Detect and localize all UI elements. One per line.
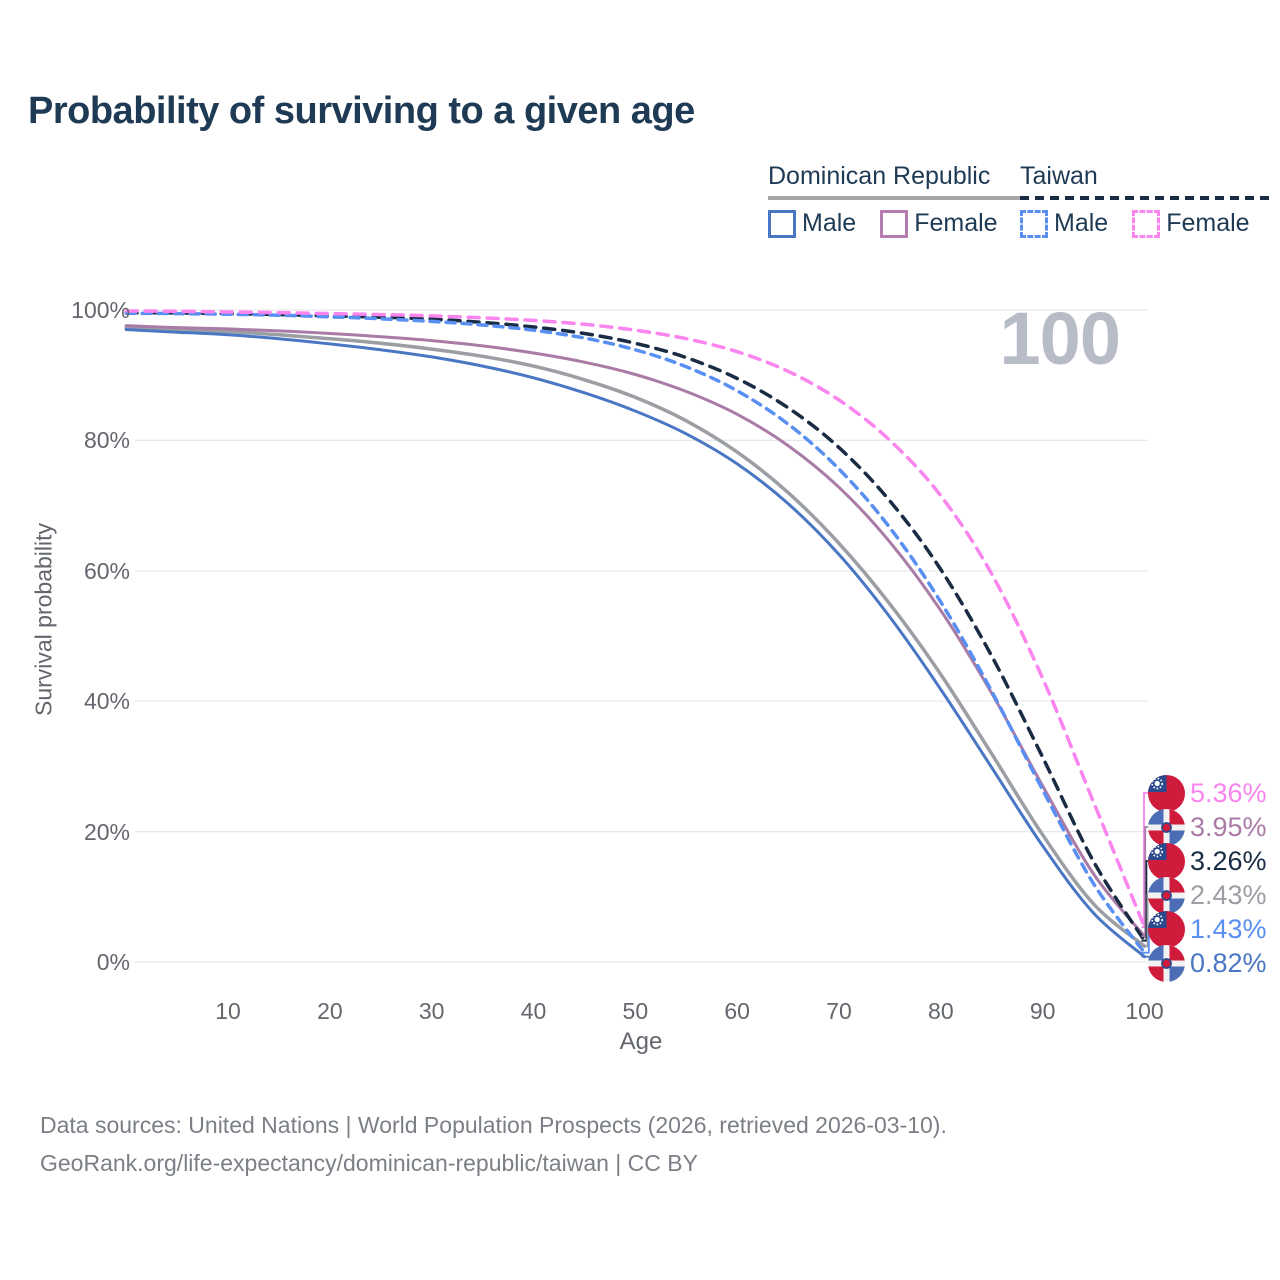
series-line-taiwan-both-sexes[interactable] — [124, 310, 1147, 943]
data-sources-text: Data sources: United Nations | World Pop… — [40, 1112, 947, 1138]
x-tick-label: 10 — [215, 998, 241, 1024]
dominican-republic-flag-icon — [1148, 944, 1185, 982]
end-label-dominican-republic-both-sexes[interactable]: 2.43% — [1148, 876, 1267, 914]
end-label-taiwan-both-sexes[interactable]: 3.26% — [1148, 842, 1267, 880]
dominican-republic-flag-icon — [1148, 876, 1185, 914]
dr-female-swatch-icon — [880, 209, 909, 238]
end-label-taiwan-female[interactable]: 5.36% — [1148, 774, 1267, 812]
taiwan-flag-icon — [1148, 842, 1185, 880]
legend-item-label: Male — [802, 209, 857, 237]
legend-item-dr-female[interactable]: Female — [880, 209, 998, 238]
solid-line-sample — [768, 196, 1022, 200]
series-line-taiwan-male[interactable] — [124, 311, 1147, 955]
end-label-value: 3.26% — [1190, 845, 1267, 876]
x-tick-label: 50 — [622, 998, 649, 1024]
end-label-taiwan-male[interactable]: 1.43% — [1148, 910, 1267, 948]
y-tick-label: 100% — [71, 297, 130, 323]
x-axis-title: Age — [619, 1028, 663, 1055]
end-label-value: 1.43% — [1190, 913, 1267, 944]
x-tick-label: 20 — [317, 998, 343, 1024]
taiwan-flag-icon — [1148, 910, 1185, 948]
legend-item-label: Female — [914, 209, 998, 237]
legend-group-title[interactable]: Dominican Republic — [768, 162, 991, 190]
x-tick-label: 60 — [724, 998, 750, 1024]
y-tick-label: 20% — [83, 818, 130, 845]
legend-group-title[interactable]: Taiwan — [1020, 162, 1098, 190]
series-line-taiwan-female[interactable] — [124, 309, 1147, 929]
series-line-dominican-republic-female[interactable] — [124, 324, 1146, 938]
dr-male-swatch-icon — [768, 209, 796, 238]
end-label-value: 2.43% — [1190, 879, 1267, 910]
y-tick-label: 0% — [96, 949, 130, 975]
legend-item-label: Female — [1166, 209, 1250, 237]
legend-item-tw-female[interactable]: Female — [1132, 209, 1250, 238]
tw-male-swatch-icon — [1020, 209, 1048, 238]
callout-connector — [1141, 792, 1151, 928]
legend-item-label: Male — [1054, 209, 1109, 237]
end-label-value: 3.95% — [1190, 811, 1267, 842]
legend-group-dominican-republic: Dominican Republic Male Female — [768, 162, 1022, 238]
y-tick-label: 80% — [83, 427, 130, 454]
dominican-republic-flag-icon — [1148, 808, 1185, 846]
x-tick-label: 40 — [520, 998, 547, 1024]
x-tick-label: 30 — [418, 998, 445, 1024]
age-watermark: 100 — [999, 297, 1121, 380]
x-tick-label: 100 — [1125, 998, 1164, 1024]
legend-group-taiwan: Taiwan Male Female — [1020, 162, 1274, 238]
series-line-dominican-republic-male[interactable] — [124, 328, 1146, 959]
page-title: Probability of surviving to a given age — [28, 90, 695, 132]
legend-item-dr-male[interactable]: Male — [768, 209, 856, 238]
end-label-dominican-republic-male[interactable]: 0.82% — [1148, 944, 1267, 982]
attribution-link[interactable]: GeoRank.org/life-expectancy/dominican-re… — [40, 1150, 698, 1176]
legend-item-tw-male[interactable]: Male — [1020, 209, 1108, 238]
x-tick-label: 80 — [928, 998, 954, 1024]
tw-female-swatch-icon — [1132, 209, 1161, 238]
dashed-line-sample — [1020, 196, 1274, 200]
end-label-value: 0.82% — [1190, 947, 1267, 978]
taiwan-flag-icon — [1148, 774, 1185, 812]
y-tick-label: 60% — [83, 557, 130, 584]
y-tick-label: 40% — [83, 688, 130, 715]
x-tick-label: 70 — [826, 998, 852, 1024]
series-line-dominican-republic-both-sexes[interactable] — [124, 325, 1147, 948]
end-label-dominican-republic-female[interactable]: 3.95% — [1148, 808, 1267, 846]
x-tick-label: 90 — [1029, 998, 1056, 1024]
footer: Data sources: United Nations | World Pop… — [40, 1106, 947, 1182]
end-label-value: 5.36% — [1190, 777, 1267, 808]
